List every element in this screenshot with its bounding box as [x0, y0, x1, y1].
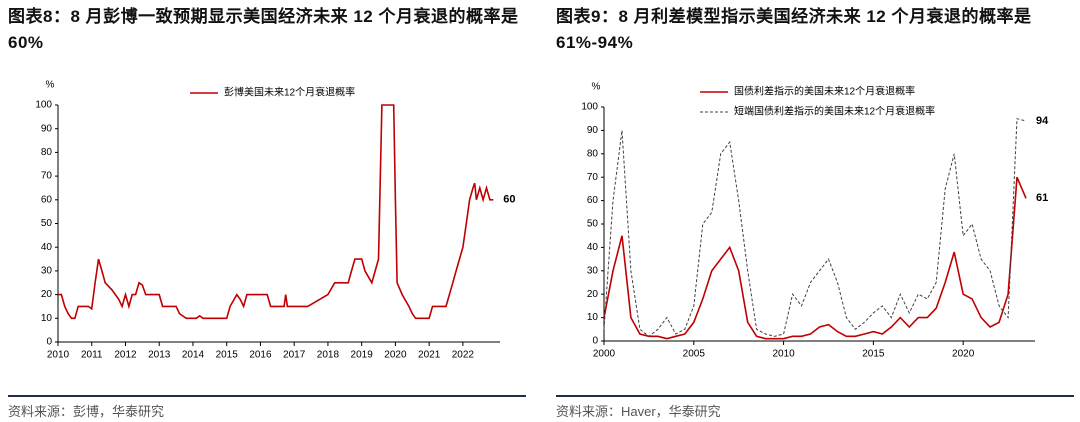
x-tick-label: 2016: [249, 350, 272, 361]
y-tick-label: 50: [41, 218, 53, 229]
end-label: 61: [1036, 192, 1048, 204]
x-tick-label: 2012: [114, 350, 137, 361]
y-tick-label: 90: [41, 123, 53, 134]
legend-label: 国债利差指示的美国未来12个月衰退概率: [734, 85, 915, 98]
y-tick-label: 20: [587, 289, 599, 300]
x-tick-label: 2021: [418, 350, 441, 361]
x-tick-label: 2013: [148, 350, 171, 361]
y-axis-label: %: [46, 80, 55, 91]
y-tick-label: 70: [587, 172, 599, 183]
y-tick-label: 30: [41, 266, 53, 277]
y-tick-label: 80: [587, 148, 599, 159]
legend-label: 彭博美国未来12个月衰退概率: [224, 86, 355, 99]
x-tick-label: 2019: [351, 350, 374, 361]
x-tick-label: 2005: [683, 349, 706, 360]
y-tick-label: 90: [587, 125, 599, 136]
source-note: 资料来源：Haver，华泰研究: [556, 404, 721, 419]
line-series: [603, 176, 1027, 340]
x-tick-label: 2018: [317, 350, 340, 361]
end-label: 60: [503, 194, 515, 206]
y-tick-label: 70: [41, 171, 53, 182]
y-tick-label: 20: [41, 289, 53, 300]
y-tick-label: 100: [581, 102, 598, 113]
y-tick-label: 80: [41, 147, 53, 158]
source-note: 资料来源：彭博，华泰研究: [8, 404, 165, 419]
x-tick-label: 2017: [283, 350, 306, 361]
y-tick-label: 10: [41, 313, 53, 324]
x-tick-label: 2010: [772, 349, 795, 360]
x-tick-label: 2015: [862, 349, 885, 360]
y-tick-label: 60: [587, 195, 599, 206]
y-tick-label: 60: [41, 194, 53, 205]
x-tick-label: 2015: [216, 350, 239, 361]
x-tick-label: 2010: [47, 350, 70, 361]
legend-label: 短端国债利差指示的美国未来12个月衰退概率: [734, 105, 935, 118]
chart-title: 图表9：8 月利差模型指示美国经济未来 12 个月衰退的概率是 61%-94%: [556, 7, 1032, 52]
divider: [556, 395, 1074, 397]
y-tick-label: 100: [35, 100, 52, 111]
end-label: 94: [1036, 115, 1049, 127]
divider: [8, 395, 526, 397]
y-tick-label: 30: [587, 265, 599, 276]
y-axis-label: %: [592, 82, 601, 93]
x-tick-label: 2000: [593, 349, 616, 360]
chart-title: 图表8：8 月彭博一致预期显示美国经济未来 12 个月衰退的概率是 60%: [8, 7, 519, 52]
line-series: [603, 118, 1027, 337]
x-tick-label: 2011: [81, 350, 103, 361]
y-tick-label: 0: [592, 336, 598, 347]
y-tick-label: 50: [587, 219, 599, 230]
x-tick-label: 2022: [452, 350, 475, 361]
y-tick-label: 10: [587, 312, 599, 323]
line-series: [58, 104, 494, 320]
x-tick-label: 2020: [384, 350, 407, 361]
y-tick-label: 0: [46, 337, 52, 348]
y-tick-label: 40: [587, 242, 599, 253]
x-tick-label: 2014: [182, 350, 205, 361]
y-tick-label: 40: [41, 242, 53, 253]
x-tick-label: 2020: [952, 349, 975, 360]
